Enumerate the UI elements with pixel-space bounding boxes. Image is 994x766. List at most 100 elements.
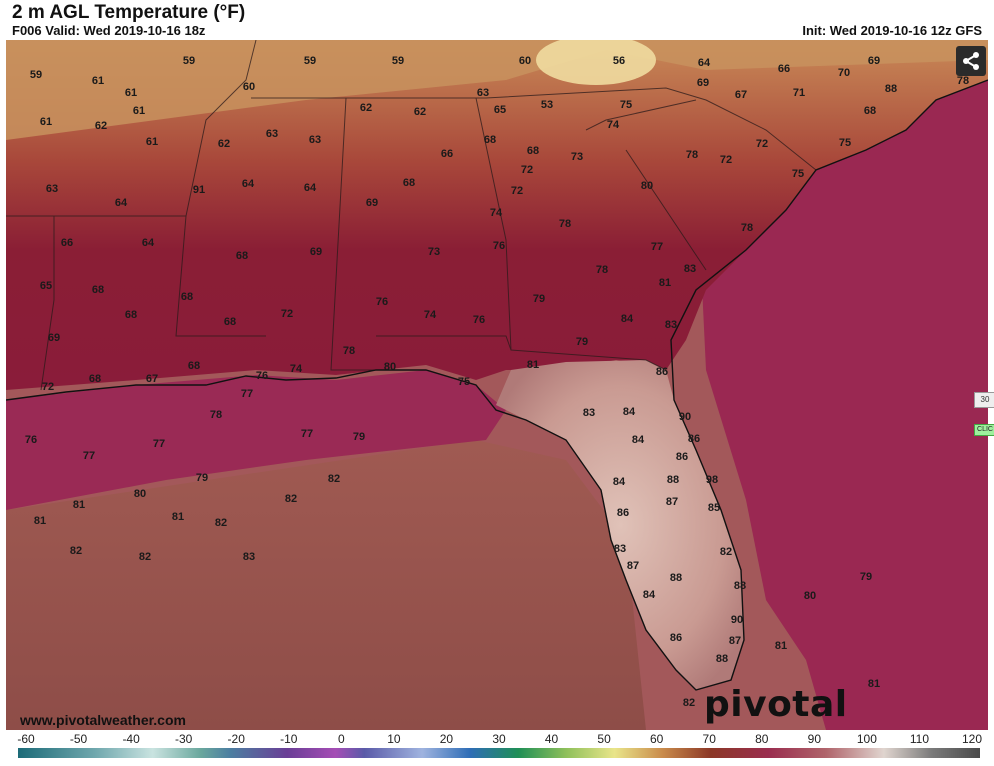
temperature-label: 69 <box>366 197 378 209</box>
side-tab-click[interactable]: CLIC <box>974 424 994 436</box>
temperature-label: 82 <box>285 493 297 505</box>
temperature-label: 66 <box>778 63 790 75</box>
map-title: 2 m AGL Temperature (°F) <box>12 2 246 23</box>
color-scale-tick: 30 <box>492 732 506 746</box>
land-region <box>6 40 988 390</box>
temperature-label: 72 <box>42 381 54 393</box>
temperature-label: 76 <box>25 434 37 446</box>
temperature-label: 63 <box>46 183 58 195</box>
color-scale-tick: 60 <box>649 732 664 746</box>
color-scale-tick: 0 <box>337 732 345 746</box>
color-scale-tick: -10 <box>280 732 298 746</box>
temperature-label: 78 <box>210 409 222 421</box>
temperature-label: 72 <box>521 164 533 176</box>
temperature-label: 75 <box>839 137 851 149</box>
temperature-label: 87 <box>666 496 678 508</box>
temperature-label: 73 <box>571 151 583 163</box>
temperature-label: 60 <box>519 55 531 67</box>
temperature-label: 87 <box>627 560 639 572</box>
coastlines <box>6 79 988 691</box>
temperature-label: 71 <box>793 87 805 99</box>
temperature-label: 69 <box>48 332 60 344</box>
temperature-label: 74 <box>424 309 437 321</box>
temperature-map: 59 59 59 59 60 56 64 66 70 69 78 61 61 61 60 63 65 53 75 69… <box>6 40 988 730</box>
share-button[interactable] <box>956 46 986 76</box>
temperature-label: 67 <box>735 89 747 101</box>
temperature-label: 98 <box>706 474 718 486</box>
temperature-label: 53 <box>541 99 553 111</box>
temperature-label: 72 <box>511 185 523 197</box>
color-scale-tick: 20 <box>439 732 454 746</box>
temperature-label: 69 <box>310 246 322 258</box>
temperature-label: 62 <box>95 120 107 132</box>
temperature-label: 79 <box>576 336 588 348</box>
map-header: 2 m AGL Temperature (°F) F006 Valid: Wed… <box>0 0 994 40</box>
temperature-label: 68 <box>403 177 415 189</box>
temperature-label: 78 <box>343 345 355 357</box>
color-scale-tick: 90 <box>807 732 822 746</box>
temperature-label: 82 <box>683 697 695 709</box>
temperature-label: 74 <box>290 363 303 375</box>
temperature-label: 79 <box>353 431 365 443</box>
coastal-gulf-band <box>6 370 506 510</box>
temperature-label: 62 <box>414 106 426 118</box>
temperature-label: 59 <box>30 69 42 81</box>
valid-time: F006 Valid: Wed 2019-10-16 18z <box>12 23 206 38</box>
temperature-label: 68 <box>236 250 248 262</box>
florida-peninsula <box>496 360 744 690</box>
map-canvas: 59 59 59 59 60 56 64 66 70 69 78 61 61 61 60 63 65 53 75 69… <box>6 40 988 730</box>
temperature-label: 90 <box>679 411 691 423</box>
temperature-label: 67 <box>146 373 158 385</box>
site-url[interactable]: www.pivotalweather.com <box>20 712 186 728</box>
temperature-label: 85 <box>708 502 720 514</box>
temperature-label: 64 <box>115 197 128 209</box>
temperature-label: 88 <box>670 572 682 584</box>
temperature-label: 59 <box>304 55 316 67</box>
temperature-label: 56 <box>613 55 625 67</box>
temperature-label: 72 <box>720 154 732 166</box>
temperature-label: 69 <box>697 77 709 89</box>
temperature-label: 82 <box>215 517 227 529</box>
temperature-label: 75 <box>792 168 804 180</box>
appalachian-cool-spot <box>536 40 656 85</box>
temperature-label: 81 <box>527 359 539 371</box>
temperature-label: 68 <box>188 360 200 372</box>
temperature-label: 77 <box>153 438 165 450</box>
color-scale-tick: 40 <box>544 732 559 746</box>
color-scale-tick: 70 <box>702 732 716 746</box>
temperature-label: 79 <box>196 472 208 484</box>
temperature-label: 69 <box>868 55 880 67</box>
temperature-label: 63 <box>309 134 321 146</box>
temperature-label: 84 <box>632 434 645 446</box>
temperature-label: 84 <box>643 589 656 601</box>
temperature-label: 60 <box>243 81 255 93</box>
temperature-label: 86 <box>617 507 629 519</box>
temperature-label: 77 <box>301 428 313 440</box>
temperature-label: 83 <box>684 263 696 275</box>
temperature-label: 77 <box>241 388 253 400</box>
temperature-label: 81 <box>868 678 880 690</box>
temperature-label: 83 <box>583 407 595 419</box>
temperature-labels: 59 59 59 59 60 56 64 66 70 69 78 61 61 61 60 63 65 53 75 69… <box>25 55 969 709</box>
temperature-label: 66 <box>441 148 453 160</box>
side-tab-value[interactable]: 30 <box>974 392 994 408</box>
gulf-of-mexico <box>6 440 646 730</box>
color-scale-tick: 10 <box>387 732 401 746</box>
state-borders <box>6 40 817 391</box>
temperature-label: 83 <box>614 543 626 555</box>
temperature-label: 82 <box>720 546 732 558</box>
temperature-label: 83 <box>243 551 255 563</box>
color-scale-tick: 110 <box>909 732 930 746</box>
temperature-label: 68 <box>181 291 193 303</box>
temperature-label: 64 <box>304 182 317 194</box>
temperature-label: 79 <box>860 571 872 583</box>
temperature-label: 68 <box>864 105 876 117</box>
temperature-label: 86 <box>676 451 688 463</box>
temperature-label: 80 <box>134 488 146 500</box>
northern-cool-region <box>6 40 988 140</box>
temperature-label: 76 <box>376 296 388 308</box>
temperature-label: 59 <box>183 55 195 67</box>
temperature-label: 63 <box>266 128 278 140</box>
temperature-label: 82 <box>139 551 151 563</box>
temperature-label: 61 <box>125 87 137 99</box>
